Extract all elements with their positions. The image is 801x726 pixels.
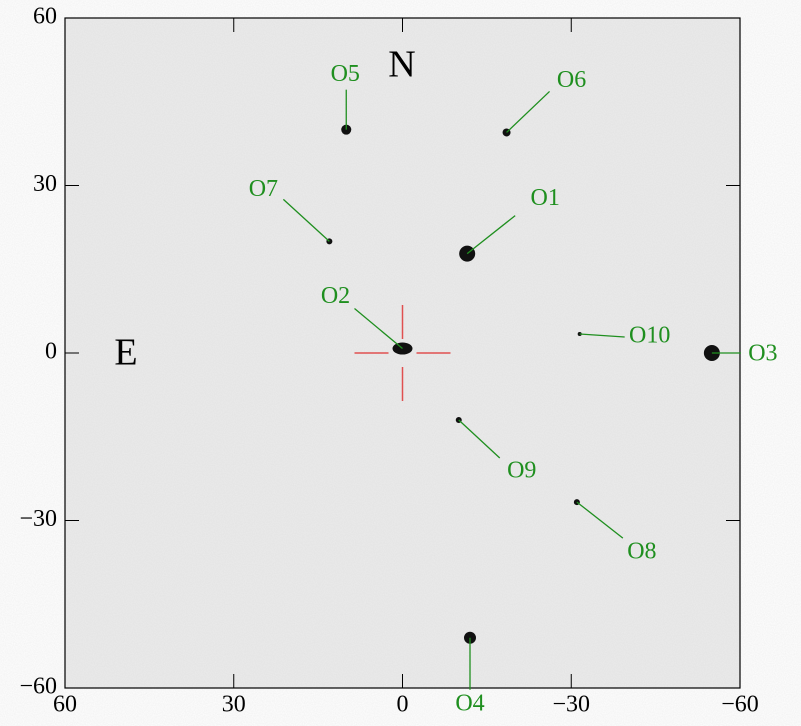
y-tick-label: −60 — [19, 674, 57, 700]
object-label: O10 — [629, 323, 670, 349]
object-label: O7 — [249, 176, 278, 202]
x-tick-label: 60 — [53, 692, 77, 718]
y-tick-label: 60 — [33, 4, 57, 30]
x-tick-label: 30 — [222, 692, 246, 718]
east-label: E — [114, 332, 137, 374]
leader-line — [354, 308, 403, 350]
north-label: N — [388, 44, 415, 86]
leader-line — [506, 90, 551, 133]
object-label: O2 — [321, 283, 350, 309]
x-tick-label: 0 — [397, 692, 409, 718]
object-label: O3 — [748, 341, 777, 367]
leader-line — [282, 198, 330, 242]
y-tick-label: 30 — [33, 171, 57, 197]
object-label: O8 — [627, 539, 656, 565]
y-tick-label: −30 — [19, 506, 57, 532]
x-tick-label: −30 — [552, 692, 590, 718]
leader-line — [576, 501, 624, 539]
object-label: O6 — [557, 67, 586, 93]
object-label: O5 — [331, 61, 360, 87]
object-label: O9 — [507, 458, 536, 484]
x-tick-label: −60 — [721, 692, 759, 718]
leader-line — [579, 333, 625, 338]
leader-line — [458, 419, 501, 459]
object-label: O1 — [531, 185, 560, 211]
object-label: O4 — [455, 690, 484, 716]
leader-line — [466, 215, 516, 255]
y-tick-label: 0 — [45, 339, 57, 365]
